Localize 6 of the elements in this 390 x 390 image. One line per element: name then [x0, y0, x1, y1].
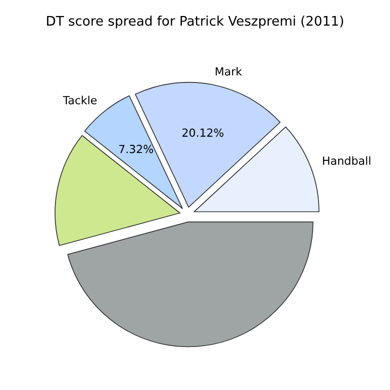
slice-label: Handball: [323, 156, 370, 165]
slice-label: Tackle: [62, 96, 97, 104]
slice-label: Mark: [216, 66, 242, 76]
data-label: 7.32%: [119, 144, 154, 154]
chart-title: DT score spread for Patrick Veszpremi (2011): [47, 16, 344, 28]
data-label: 20.12%: [182, 128, 224, 137]
